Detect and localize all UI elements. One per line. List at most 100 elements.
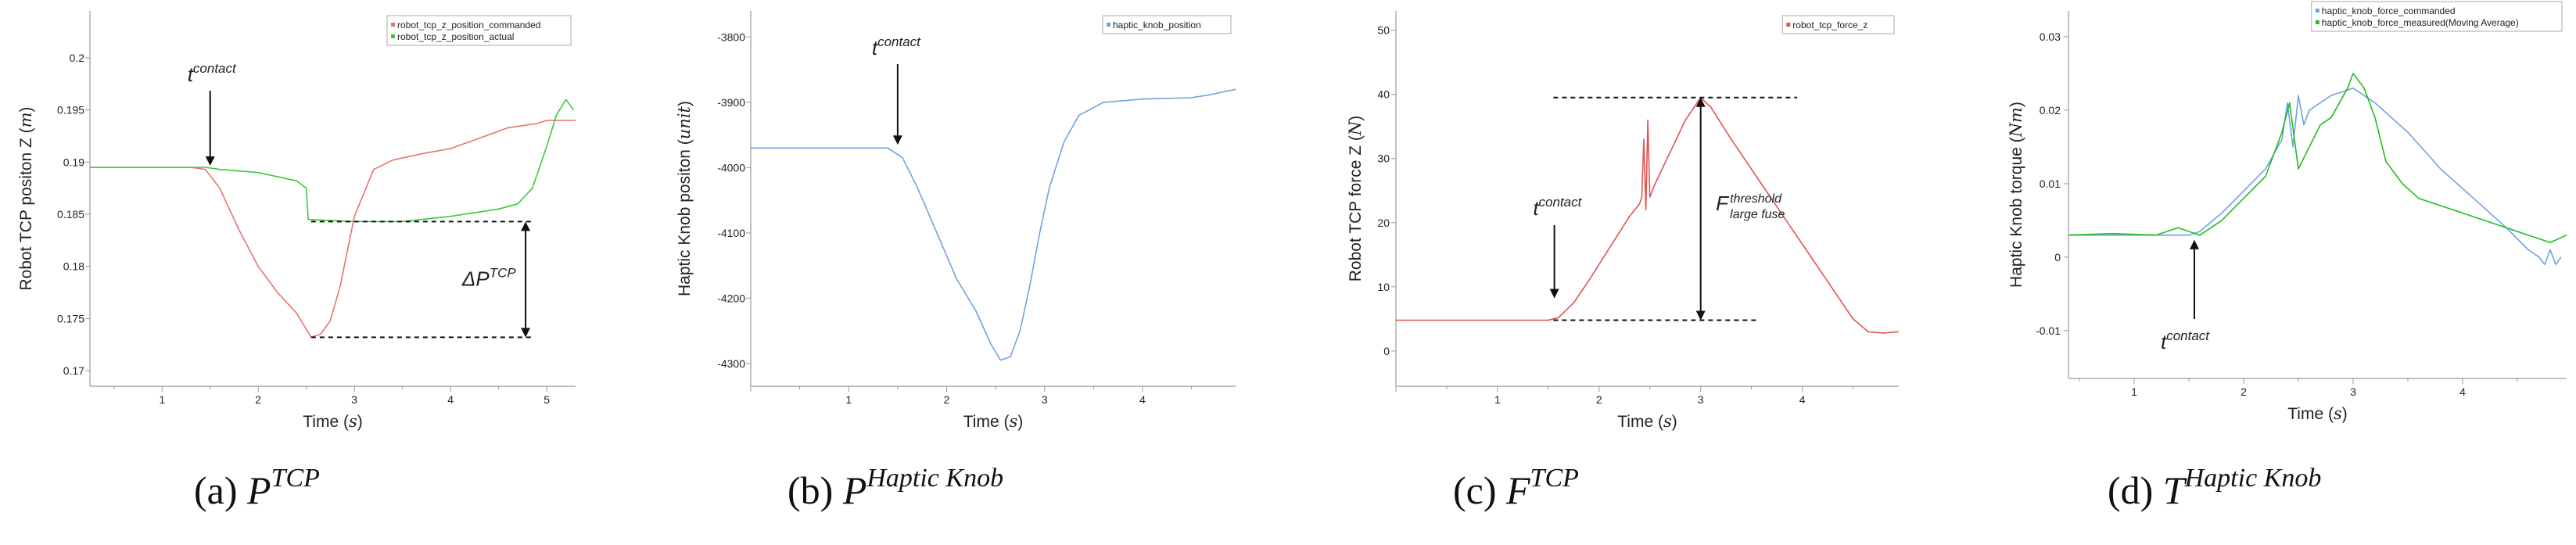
x-axis-label-text: Time ( [963, 413, 1010, 431]
contact-arrow-head [2190, 239, 2199, 249]
legend-swatch [2315, 20, 2319, 24]
delta-label: ΔPTCP [461, 265, 516, 290]
y-axis-label-unit: N [1346, 120, 1365, 136]
y-tick-label: 0.18 [63, 260, 84, 273]
caption-a: (a) PTCP [194, 465, 320, 513]
y-axis-label: Haptic Knob torque (Nm) [2007, 102, 2025, 288]
y-tick-label: -4100 [717, 227, 745, 239]
contact-label-sup: contact [193, 61, 237, 76]
delta-label-text: ΔP [461, 267, 490, 290]
contact-arrow-head [1549, 289, 1559, 299]
caption-d-sup: Haptic Knob [2184, 464, 2322, 493]
contact-arrow-head [205, 156, 215, 166]
x-tick-label: 4 [1799, 393, 1806, 406]
x-tick-label: 2 [255, 393, 261, 406]
caption-b-sup: Haptic Knob [866, 464, 1004, 493]
y-tick-label: 0.01 [2040, 177, 2061, 190]
contact-label-sup: contact [1539, 195, 1583, 210]
y-axis-label-text: Haptic Knob positon ( [676, 139, 694, 296]
caption-d: (d) THaptic Knob [2108, 465, 2321, 513]
caption-c-symbol: F [1506, 468, 1530, 512]
contact-arrow-head [892, 135, 902, 145]
y-tick-label: 0 [1383, 345, 1390, 357]
contact-label-sup: contact [2166, 328, 2210, 343]
legend-swatch [391, 23, 395, 27]
y-axis-label-close: ) [2007, 102, 2025, 107]
threshold-label-sub: large fuse [1730, 208, 1785, 221]
y-axis-label-unit: m [16, 112, 35, 127]
x-axis-label-unit: s [349, 412, 357, 431]
x-tick-label: 1 [2131, 385, 2137, 398]
legend-swatch [1786, 23, 1791, 27]
x-tick-label: 3 [1698, 393, 1704, 406]
legend-swatch [391, 34, 395, 38]
y-tick-label: 30 [1377, 152, 1390, 165]
contact-label-t: t [1533, 196, 1540, 220]
y-axis-label: Robot TCP positon Z (m) [16, 106, 35, 290]
y-tick-label: 0.19 [63, 156, 84, 168]
threshold-arrow-head-top [1695, 97, 1706, 107]
x-tick-label: 4 [1139, 393, 1146, 406]
legend-label: robot_tcp_force_z [1792, 20, 1867, 30]
x-axis-label: Time (s) [303, 412, 363, 431]
x-tick-label: 2 [2241, 385, 2247, 398]
series-line-1 [751, 88, 1236, 361]
x-axis-label-close: ) [1017, 413, 1023, 431]
y-axis-label-text: Robot TCP positon Z ( [17, 127, 35, 290]
caption-c-sup: TCP [1530, 464, 1579, 493]
y-tick-label: -3900 [717, 96, 745, 109]
y-axis-label-close: ) [17, 106, 35, 112]
caption-c: (c) FTCP [1453, 465, 1579, 513]
contact-label-t: t [188, 63, 195, 86]
delta-label-sup: TCP [490, 265, 517, 280]
legend-label: robot_tcp_z_position_commanded [397, 20, 540, 30]
delta-arrow-head-bottom [521, 328, 531, 338]
x-axis-label: Time (s) [963, 412, 1024, 431]
series-line-2 [90, 99, 575, 223]
x-tick-label: 3 [351, 393, 357, 406]
y-axis-label: Robot TCP force Z (N) [1346, 116, 1365, 282]
y-axis-label-text: Robot TCP force Z ( [1347, 135, 1365, 281]
x-tick-label: 1 [845, 393, 852, 406]
contact-label: tcontact [188, 61, 237, 86]
series-line-2 [2068, 73, 2567, 243]
y-tick-label: -3800 [717, 30, 745, 43]
caption-b-symbol: P [842, 468, 867, 512]
y-tick-label: 0.17 [63, 364, 84, 377]
x-axis-label-close: ) [357, 413, 363, 431]
series-line-1 [1396, 97, 1900, 334]
y-tick-label: 0.03 [2040, 30, 2061, 43]
y-axis-label-text: Haptic Knob torque ( [2007, 137, 2025, 288]
y-tick-label: -0.01 [2036, 324, 2061, 337]
x-axis-label: Time (s) [2287, 404, 2348, 423]
y-tick-label: 0.02 [2040, 104, 2061, 117]
legend-box [1102, 15, 1232, 34]
y-tick-label: 40 [1377, 88, 1390, 101]
chart-panel-1: 1 2 3 4 5 0.17 0.175 0.18 0.185 0.19 0.195 0.2 Time … [16, 11, 576, 431]
caption-a-sup: TCP [271, 464, 320, 493]
y-tick-label: 0.185 [57, 208, 84, 221]
x-tick-label: 1 [1494, 393, 1501, 406]
x-tick-label: 4 [2459, 385, 2466, 398]
caption-b: (b) PHaptic Knob [788, 465, 1003, 513]
y-axis-label-close: ) [676, 101, 694, 106]
y-tick-label: 0 [2054, 251, 2061, 264]
contact-label: tcontact [872, 34, 921, 59]
threshold-label-sup: threshold [1730, 192, 1782, 206]
y-tick-label: -4200 [717, 292, 745, 304]
y-tick-label: 0.175 [57, 312, 84, 324]
legend-label: haptic_knob_force_measured(Moving Averag… [2322, 17, 2519, 28]
x-tick-label: 3 [1042, 393, 1048, 406]
caption-d-label: (d) [2108, 468, 2154, 512]
x-axis-label-close: ) [1672, 413, 1677, 431]
y-tick-label: -4000 [717, 161, 745, 174]
legend-label: haptic_knob_position [1113, 20, 1201, 30]
contact-label-t: t [872, 36, 879, 59]
y-tick-label: 0.195 [57, 104, 84, 117]
legend-box [2311, 1, 2563, 32]
threshold-label: F [1716, 192, 1730, 215]
x-axis-label-close: ) [2342, 405, 2348, 423]
contact-label: tcontact [1533, 195, 1582, 220]
